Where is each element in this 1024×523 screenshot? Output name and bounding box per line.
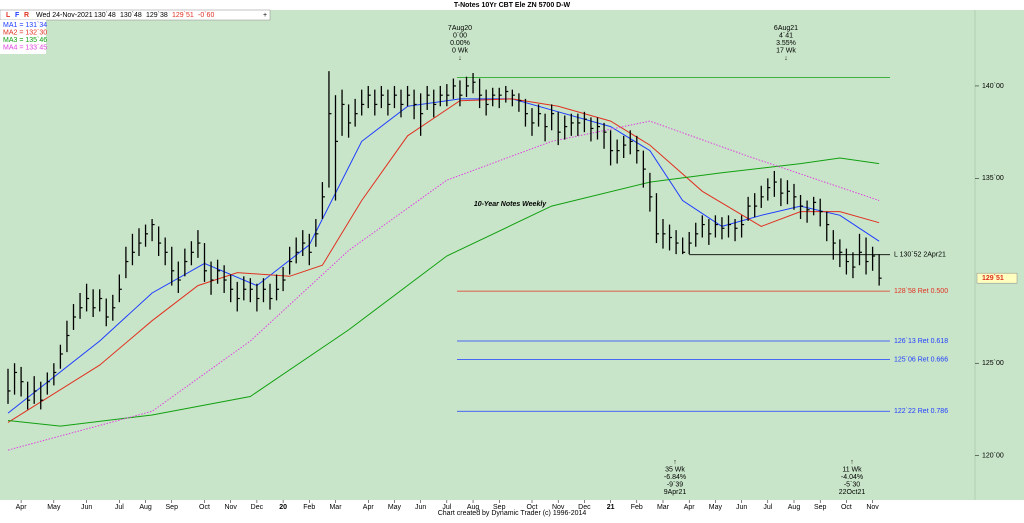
x-tick-label: Apr bbox=[363, 504, 375, 511]
x-tick-label: Oct bbox=[841, 504, 852, 511]
annotation: ↑ bbox=[850, 459, 854, 466]
x-tick-label: Aug bbox=[788, 504, 801, 511]
flag: L bbox=[6, 12, 11, 19]
x-tick-label: Sep bbox=[493, 504, 506, 511]
quote: 129`38 bbox=[146, 12, 168, 19]
x-tick-label: Mar bbox=[657, 504, 670, 511]
quote: 129`51 bbox=[172, 12, 194, 19]
chart-label: 10-Year Notes Weekly bbox=[474, 201, 547, 208]
title-bar bbox=[0, 0, 1024, 10]
footer: Chart created by Dynamic Trader (c) 1996… bbox=[438, 510, 587, 517]
annotation: 0.00% bbox=[450, 40, 470, 47]
flag: R bbox=[24, 12, 29, 19]
x-tick-label: 20 bbox=[279, 504, 287, 511]
x-tick-label: Feb bbox=[631, 504, 643, 511]
annotation: 9Apr21 bbox=[664, 489, 687, 496]
moving-average bbox=[7, 120, 880, 451]
level-label: 128`58 Ret 0.500 bbox=[894, 288, 948, 295]
annotation: 3.55% bbox=[776, 40, 796, 47]
x-tick-label: May bbox=[388, 504, 402, 511]
date: Wed 24-Nov-2021 bbox=[36, 12, 93, 19]
y-tick-label: 135`00 bbox=[982, 175, 1004, 182]
level-label: 122`22 Ret 0.786 bbox=[894, 408, 948, 415]
annotation: ↓ bbox=[784, 55, 788, 62]
title: T-Notes 10Yr CBT Ele ZN 5700 D-W bbox=[454, 2, 571, 9]
x-axis-strip bbox=[0, 500, 1024, 518]
annotation: 17 Wk bbox=[776, 47, 796, 54]
x-tick-label: Dec bbox=[578, 504, 591, 511]
x-tick-label: Mar bbox=[329, 504, 342, 511]
ma-legend bbox=[0, 20, 46, 54]
legend-entry: MA3 = 135`46 bbox=[3, 37, 47, 44]
x-tick-label: Apr bbox=[684, 504, 696, 511]
annotation: 35 Wk bbox=[665, 466, 685, 473]
annotation: -6.84% bbox=[664, 474, 686, 481]
x-tick-label: Apr bbox=[16, 504, 28, 511]
legend-entry: MA4 = 133`45 bbox=[3, 44, 47, 51]
x-tick-label: Oct bbox=[199, 504, 210, 511]
x-tick-label: Sep bbox=[166, 504, 179, 511]
annotation: 0`00 bbox=[453, 32, 467, 39]
x-tick-label: Nov bbox=[552, 504, 565, 511]
level-label: L 130`52 2Apr21 bbox=[894, 252, 946, 259]
annotation: 6Aug21 bbox=[774, 25, 798, 32]
x-tick-label: 21 bbox=[607, 504, 615, 511]
annotation: 7Aug20 bbox=[448, 25, 472, 32]
flag: F bbox=[15, 12, 20, 19]
annotation: 4`41 bbox=[779, 32, 793, 39]
annotation: -9`39 bbox=[667, 481, 683, 488]
annotation: 0 Wk bbox=[452, 47, 468, 54]
x-tick-label: May bbox=[709, 504, 723, 511]
x-tick-label: Feb bbox=[303, 504, 315, 511]
y-tick-label: 120`00 bbox=[982, 452, 1004, 459]
last-price-box bbox=[976, 272, 1018, 284]
legend-entry: MA2 = 132`30 bbox=[3, 29, 47, 36]
annotation: -4.04% bbox=[841, 474, 863, 481]
level-label: 125`06 Ret 0.666 bbox=[894, 356, 948, 363]
x-tick-label: Dec bbox=[251, 504, 264, 511]
x-tick-label: Jun bbox=[415, 504, 426, 511]
annotation: 11 Wk bbox=[842, 466, 862, 473]
quote: -0`60 bbox=[198, 12, 214, 19]
y-tick-label: 125`00 bbox=[982, 360, 1004, 367]
x-tick-label: Jul bbox=[763, 504, 772, 511]
x-tick-label: Sep bbox=[814, 504, 827, 511]
annotation: 22Oct21 bbox=[839, 489, 866, 496]
last-price-label: 129`51 bbox=[982, 275, 1004, 282]
x-tick-label: Nov bbox=[224, 504, 237, 511]
quote: 130`48 bbox=[94, 12, 116, 19]
legend-entry: MA1 = 131`34 bbox=[3, 22, 47, 29]
x-tick-label: May bbox=[47, 504, 61, 511]
x-tick-label: Jun bbox=[736, 504, 747, 511]
level-label: 126`13 Ret 0.618 bbox=[894, 338, 948, 345]
annotation: ↑ bbox=[673, 459, 677, 466]
annotation: -5`30 bbox=[844, 481, 860, 488]
x-tick-label: Jun bbox=[81, 504, 92, 511]
x-tick-label: Aug bbox=[139, 504, 152, 511]
y-tick-label: 140`00 bbox=[982, 83, 1004, 90]
info-bar bbox=[0, 9, 271, 21]
add-button[interactable]: + bbox=[263, 12, 267, 19]
moving-average bbox=[7, 157, 880, 427]
annotation: ↓ bbox=[458, 55, 462, 62]
quote: 130`48 bbox=[120, 12, 142, 19]
x-tick-label: Oct bbox=[527, 504, 538, 511]
x-tick-label: Aug bbox=[467, 504, 480, 511]
x-tick-label: Nov bbox=[866, 504, 879, 511]
x-tick-label: Jul bbox=[442, 504, 451, 511]
x-tick-label: Jul bbox=[115, 504, 124, 511]
